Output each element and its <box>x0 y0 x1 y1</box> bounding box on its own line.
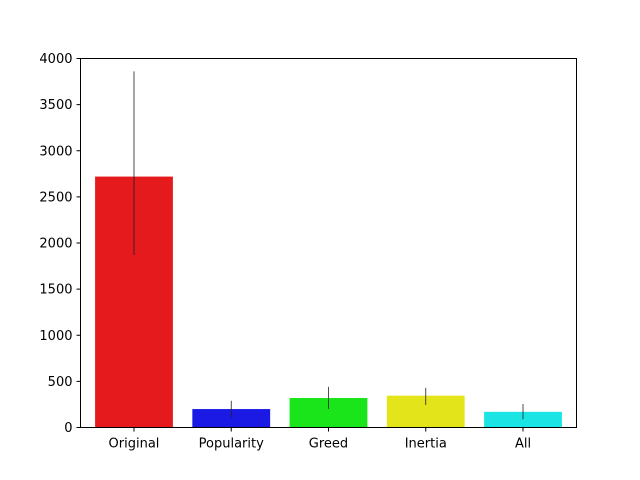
y-tick-label: 1000 <box>39 329 72 344</box>
y-tick-label: 3500 <box>39 98 72 113</box>
x-tick-label: Inertia <box>405 437 447 452</box>
plot-frame <box>80 58 577 428</box>
y-tick-label: 500 <box>48 375 73 390</box>
x-axis: Original Popularity Greed Inertia All <box>109 427 531 452</box>
x-tick-label: All <box>515 437 531 452</box>
x-tick-label: Greed <box>309 437 348 452</box>
y-tick-label: 4000 <box>39 52 72 67</box>
error-bars-group <box>133 71 524 420</box>
bar-all <box>484 411 562 428</box>
y-tick-label: 3000 <box>39 144 72 159</box>
x-tick-label: Original <box>109 437 160 452</box>
y-tick-label: 0 <box>64 421 72 436</box>
y-tick-label: 2500 <box>39 190 72 205</box>
bar-popularity <box>192 409 271 428</box>
x-tick-label: Popularity <box>199 437 264 452</box>
y-tick-label: 2000 <box>39 237 72 252</box>
y-axis: 0 500 1000 1500 2000 2500 3000 3500 4000 <box>39 52 81 436</box>
y-tick-label: 1500 <box>39 283 72 298</box>
